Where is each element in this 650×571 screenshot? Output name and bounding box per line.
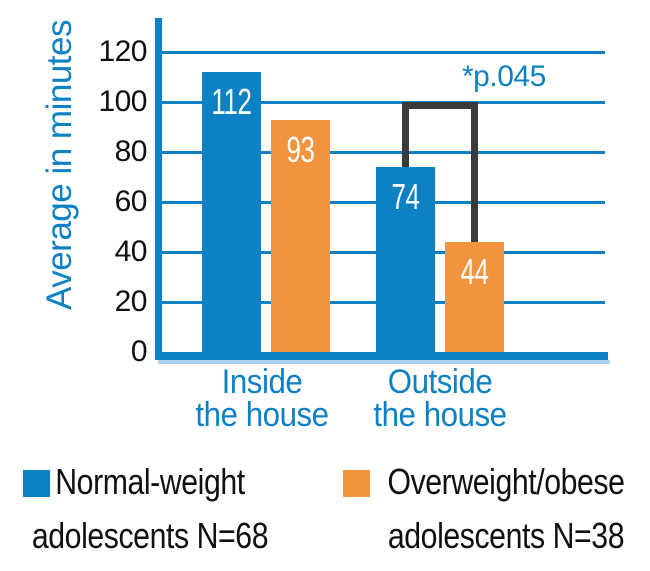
gridline-120 <box>162 51 605 54</box>
bar-value-label: 93 <box>286 128 315 170</box>
gridline-80 <box>162 151 605 154</box>
legend-label-overweight: Overweight/obese adolescents N=38 <box>387 461 625 556</box>
legend-swatch-normal-weight <box>23 470 50 497</box>
y-tick-label-60: 60 <box>114 185 148 218</box>
x-axis-line <box>155 352 608 360</box>
y-tick-label-0: 0 <box>130 335 148 368</box>
legend-swatch-overweight <box>343 470 370 497</box>
y-axis-title: Average in minutes <box>40 20 79 310</box>
p-value-label: *p.045 <box>462 60 546 93</box>
bar-value-label: 112 <box>211 81 252 122</box>
y-tick-label-100: 100 <box>98 85 147 118</box>
bar-value-label: 74 <box>391 176 420 217</box>
bar-inside-normal-weight: 112 <box>202 72 261 352</box>
significance-bracket-top-bar <box>402 102 478 109</box>
y-tick-label-40: 40 <box>114 235 148 268</box>
gridline-100 <box>162 101 605 104</box>
bar-outside-normal-weight: 74 <box>376 167 435 352</box>
legend-label-normal-weight: Normal-weight adolescents N=68 <box>31 461 269 556</box>
bar-outside-overweight: 44 <box>445 242 504 352</box>
significance-bracket-left-leg <box>402 102 409 167</box>
y-tick-label-80: 80 <box>114 135 148 168</box>
significance-bracket-right-leg <box>471 102 478 242</box>
bar-value-label: 44 <box>460 251 489 292</box>
y-tick-label-20: 20 <box>114 285 148 318</box>
y-tick-label-120: 120 <box>98 35 147 68</box>
y-axis-line <box>155 18 162 360</box>
x-axis-underline <box>158 360 610 364</box>
category-label-outside: Outside the house <box>373 363 507 434</box>
bar-inside-overweight: 93 <box>271 119 330 352</box>
category-label-inside: Inside the house <box>195 363 329 434</box>
